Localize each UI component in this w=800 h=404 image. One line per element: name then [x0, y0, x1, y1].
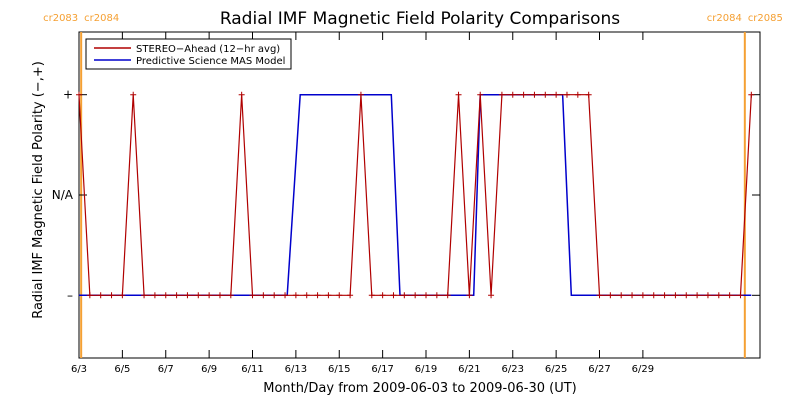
- data-point-stereo: [737, 292, 744, 299]
- x-tick-label: 6/11: [241, 364, 263, 375]
- data-point-stereo: [357, 91, 364, 98]
- data-point-stereo: [488, 292, 495, 299]
- data-point-stereo: [249, 292, 256, 299]
- legend-box: [85, 38, 292, 70]
- data-point-stereo: [162, 292, 169, 299]
- x-tick-label: 6/19: [415, 364, 437, 375]
- x-tick-label: 6/15: [328, 364, 350, 375]
- data-point-stereo: [76, 91, 82, 98]
- data-point-stereo: [292, 292, 299, 299]
- data-point-stereo: [271, 292, 278, 299]
- plot-frame: [78, 31, 761, 359]
- data-point-stereo: [672, 292, 679, 299]
- data-point-stereo: [563, 91, 570, 98]
- data-point-stereo: [726, 292, 733, 299]
- data-point-stereo: [629, 292, 636, 299]
- data-point-stereo: [574, 91, 581, 98]
- data-point-stereo: [683, 292, 690, 299]
- data-point-stereo: [412, 292, 419, 299]
- data-point-stereo: [325, 292, 332, 299]
- data-point-stereo: [455, 91, 462, 98]
- data-point-stereo: [227, 292, 234, 299]
- series-line-mas-model: [79, 93, 752, 297]
- data-point-stereo: [715, 292, 722, 299]
- x-axis-title: Month/Day from 2009-06-03 to 2009-06-30 …: [263, 381, 576, 396]
- data-point-stereo: [477, 91, 484, 98]
- data-point-stereo: [206, 292, 213, 299]
- data-point-stereo: [347, 292, 354, 299]
- data-point-stereo: [509, 91, 516, 98]
- data-point-stereo: [184, 292, 191, 299]
- data-point-stereo: [216, 292, 223, 299]
- data-point-stereo: [498, 91, 505, 98]
- data-point-stereo: [607, 292, 614, 299]
- data-point-stereo: [130, 91, 137, 98]
- data-point-stereo: [596, 292, 603, 299]
- data-point-stereo: [520, 91, 527, 98]
- data-point-stereo: [694, 292, 701, 299]
- data-point-stereo: [531, 91, 538, 98]
- carrington-label-after: cr2085: [748, 13, 783, 24]
- data-point-stereo: [173, 292, 180, 299]
- y-tick-label: N/A: [52, 188, 74, 202]
- data-point-stereo: [119, 292, 126, 299]
- series-line-stereo: [78, 94, 752, 296]
- data-point-stereo: [650, 292, 657, 299]
- data-point-stereo: [390, 292, 397, 299]
- data-point-stereo: [368, 292, 375, 299]
- legend-label-stereo: STEREO−Ahead (12−hr avg): [136, 44, 280, 55]
- legend: STEREO−Ahead (12−hr avg) Predictive Scie…: [85, 38, 292, 70]
- data-point-stereo: [282, 292, 289, 299]
- x-tick-label: 6/21: [458, 364, 480, 375]
- y-axis-title: Radial IMF Magnetic Field Polarity (−,+): [31, 61, 46, 319]
- data-point-stereo: [748, 91, 755, 98]
- y-tick-label: +: [63, 88, 73, 102]
- x-tick-label: 6/27: [588, 364, 610, 375]
- x-tick-label: 6/5: [114, 364, 130, 375]
- data-point-stereo: [108, 292, 115, 299]
- data-point-stereo: [661, 292, 668, 299]
- carrington-label-before: cr2083: [43, 13, 78, 24]
- chart-title: Radial IMF Magnetic Field Polarity Compa…: [220, 9, 620, 29]
- data-point-stereo: [151, 292, 158, 299]
- x-tick-label: 6/7: [158, 364, 174, 375]
- data-point-stereo: [639, 292, 646, 299]
- x-tick-label: 6/29: [632, 364, 654, 375]
- data-point-stereo: [303, 292, 310, 299]
- data-point-stereo: [585, 91, 592, 98]
- data-point-stereo: [466, 292, 473, 299]
- data-point-stereo: [238, 91, 245, 98]
- data-point-stereo: [86, 292, 93, 299]
- y-tick-label: –: [67, 288, 73, 302]
- axis-tick-layer: 6/3 6/5 6/7 6/9 6/11 6/13 6/15 6/17 6/19 6/21 6/23…: [52, 32, 760, 375]
- data-point-stereo: [195, 292, 202, 299]
- legend-label-mas: Predictive Science MAS Model: [136, 56, 285, 67]
- data-point-stereo: [401, 292, 408, 299]
- x-tick-label: 6/3: [71, 364, 87, 375]
- data-point-stereo: [433, 292, 440, 299]
- data-point-stereo: [553, 91, 560, 98]
- data-point-stereo: [444, 292, 451, 299]
- data-point-stereo: [260, 292, 267, 299]
- x-tick-label: 6/23: [502, 364, 524, 375]
- carrington-label-after: cr2084: [84, 13, 119, 24]
- data-point-stereo: [141, 292, 148, 299]
- x-tick-label: 6/13: [285, 364, 307, 375]
- data-point-stereo: [379, 292, 386, 299]
- x-tick-label: 6/25: [545, 364, 567, 375]
- data-point-stereo: [314, 292, 321, 299]
- x-tick-label: 6/9: [201, 364, 217, 375]
- x-tick-label: 6/17: [371, 364, 393, 375]
- data-point-stereo: [618, 292, 625, 299]
- data-point-stereo: [704, 292, 711, 299]
- data-point-stereo: [336, 292, 343, 299]
- series-layer: [76, 91, 755, 299]
- carrington-label-before: cr2084: [707, 13, 742, 24]
- data-point-stereo: [423, 292, 430, 299]
- data-point-stereo: [97, 292, 104, 299]
- data-point-stereo: [542, 91, 549, 98]
